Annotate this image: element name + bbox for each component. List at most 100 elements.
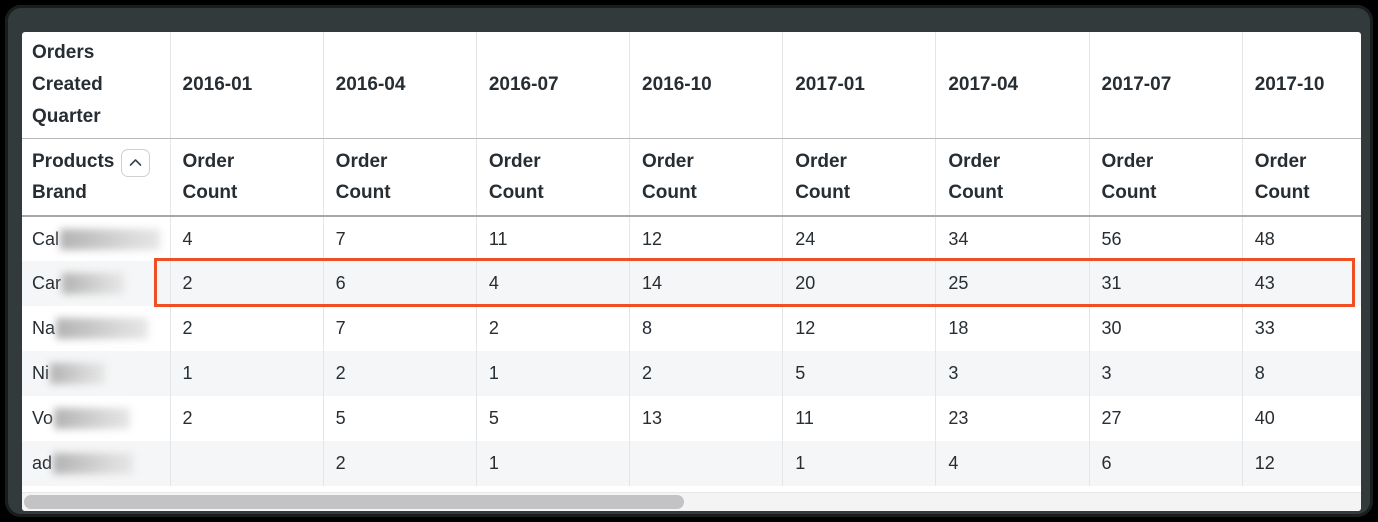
value-cell: 23 [935,396,1090,441]
table-row: Car 2 6 4 14 20 25 31 43 [22,261,1361,306]
value-cell: 40 [1241,396,1361,441]
redacted-label-blur [54,408,131,429]
measure-header-2017-07[interactable]: Order Count [1088,138,1243,217]
row-label-Vo: Vo [22,396,170,441]
value-cell: 3 [935,351,1090,396]
measure-header-2016-07[interactable]: Order Count [475,138,630,217]
value-cell: 2 [169,261,324,306]
value-cell: 31 [1088,261,1243,306]
value-cell: 5 [782,351,936,396]
value-cell: 43 [1241,261,1361,306]
column-header-2017-10[interactable]: 2017-10 [1241,32,1361,139]
value-cell: 2 [629,351,783,396]
row-label-ad: ad [22,441,170,486]
value-cell: 12 [1241,441,1361,486]
column-header-2016-10[interactable]: 2016-10 [629,32,783,139]
corner-header-cell[interactable]: Orders Created Quarter [22,32,170,139]
measure-header-label: Order Count [642,150,697,203]
row-label-text: Ni [32,363,49,383]
value-cell [629,441,783,486]
value-cell: 8 [1241,351,1361,396]
horizontal-scrollbar-thumb[interactable] [24,495,684,509]
measure-header-2016-04[interactable]: Order Count [322,138,477,217]
value-cell: 1 [782,441,936,486]
value-cell: 48 [1241,216,1361,261]
value-cell: 34 [935,216,1090,261]
table-row: Cal 4 7 11 12 24 34 56 48 [22,216,1361,261]
measure-header-2016-01[interactable]: Order Count [169,138,324,217]
row-label-text: Na [32,318,56,338]
value-cell: 4 [475,261,630,306]
row-dimension-header-cell[interactable]: Products Brand [22,138,170,217]
value-cell: 30 [1088,306,1243,351]
table-row: ad 2 1 1 4 6 12 [22,441,1361,486]
redacted-label-blur [53,453,134,474]
value-cell: 11 [475,216,630,261]
column-header-2017-04[interactable]: 2017-04 [935,32,1090,139]
measure-header-label: Order Count [335,150,391,203]
sort-button[interactable] [121,148,150,177]
measure-header-label: Order Count [1254,150,1310,203]
column-header-2017-01[interactable]: 2017-01 [782,32,936,139]
value-cell: 13 [629,396,783,441]
row-label-text: Vo [32,408,54,428]
column-header-2016-07[interactable]: 2016-07 [475,32,630,139]
value-cell: 27 [1088,396,1243,441]
measure-header-2017-10[interactable]: Order Count [1241,138,1361,217]
value-cell: 2 [169,396,324,441]
value-cell: 4 [169,216,324,261]
table-row: Ni 1 2 1 2 5 3 3 8 [22,351,1361,396]
measure-header-2016-10[interactable]: Order Count [629,138,783,217]
value-cell: 6 [1088,441,1243,486]
redacted-label-blur [62,273,125,294]
measure-header-label: Order Count [948,150,1004,203]
column-header-2016-01[interactable]: 2016-01 [169,32,324,139]
redacted-label-blur [50,363,105,384]
table-row: Vo 2 5 5 13 11 23 27 40 [22,396,1361,441]
redacted-label-blur [56,318,149,339]
value-cell: 2 [475,306,630,351]
measure-header-2017-04[interactable]: Order Count [935,138,1090,217]
corner-header-label: Orders Created Quarter [32,41,103,127]
value-cell: 25 [935,261,1090,306]
measure-header-2017-01[interactable]: Order Count [782,138,936,217]
value-cell: 56 [1088,216,1243,261]
column-header-2016-04[interactable]: 2016-04 [322,32,477,139]
quarter-header-row: Orders Created Quarter 2016-01 2016-04 201… [22,32,1361,139]
value-cell: 1 [169,351,324,396]
value-cell: 1 [475,441,630,486]
value-cell: 8 [629,306,783,351]
value-cell: 7 [322,216,477,261]
window-frame: Orders Created Quarter 2016-01 2016-04 201… [5,5,1373,517]
measure-header-label: Order Count [1101,150,1157,203]
value-cell: 7 [322,306,477,351]
value-cell: 5 [475,396,630,441]
row-label-Car: Car [22,261,170,306]
value-cell [169,441,324,486]
value-cell: 24 [782,216,936,261]
pivot-table: Orders Created Quarter 2016-01 2016-04 201… [22,32,1361,486]
value-cell: 11 [782,396,936,441]
value-cell: 12 [782,306,936,351]
table-viewport: Orders Created Quarter 2016-01 2016-04 201… [22,32,1361,511]
row-label-Ni: Ni [22,351,170,396]
measure-header-label: Order Count [182,150,238,203]
table-row: Na 2 7 2 8 12 18 30 33 [22,306,1361,351]
value-cell: 2 [322,351,477,396]
value-cell: 5 [322,396,477,441]
value-cell: 12 [629,216,783,261]
row-label-text: Car [32,273,62,293]
row-label-text: ad [32,453,53,473]
measure-header-label: Order Count [488,150,544,203]
column-header-2017-07[interactable]: 2017-07 [1088,32,1243,139]
value-cell: 33 [1241,306,1361,351]
value-cell: 6 [322,261,477,306]
value-cell: 18 [935,306,1090,351]
horizontal-scrollbar[interactable] [22,492,1361,511]
value-cell: 3 [1088,351,1243,396]
row-label-Na: Na [22,306,170,351]
measure-header-row: Products Brand Order Count Order Count Ord… [22,138,1361,217]
value-cell: 2 [169,306,324,351]
value-cell: 2 [322,441,477,486]
row-dimension-label: Products Brand [32,150,115,203]
